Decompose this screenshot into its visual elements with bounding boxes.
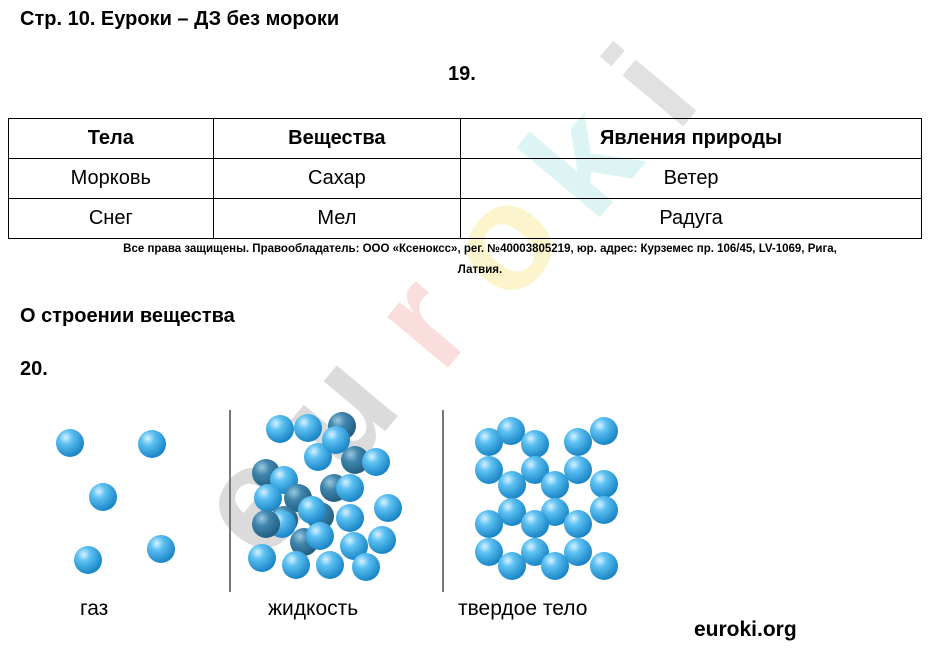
states-of-matter-diagram [56,410,618,592]
molecule [252,510,280,538]
molecule [497,417,525,445]
header-cell: Вещества [212,118,462,159]
molecule [564,538,592,566]
molecule [56,429,84,457]
molecule [74,546,102,574]
molecule [316,551,344,579]
molecule [340,532,368,560]
molecule [475,456,503,484]
molecule [298,496,326,524]
molecule [138,430,166,458]
copyright-line-2: Латвия. [457,264,503,276]
copyright-line-1: Все права защищены. Правообладатель: ООО… [123,243,837,255]
molecule [564,510,592,538]
task-19-number: 19. [448,63,476,85]
molecule [352,553,380,581]
molecule [362,448,390,476]
molecule [475,428,503,456]
molecule [521,510,549,538]
molecule [541,552,569,580]
molecule [322,426,350,454]
table-cell: Радуга [460,198,922,239]
page-title: Стр. 10. Еуроки – ДЗ без мороки [20,8,340,30]
footer-site: euroki.org [694,618,797,641]
molecule [475,538,503,566]
table-row: Морковь Сахар Ветер [8,158,922,199]
molecule [282,551,310,579]
molecule [590,470,618,498]
table-cell: Ветер [460,158,922,199]
molecule [498,498,526,526]
molecule [89,483,117,511]
molecule [374,494,402,522]
molecule [521,430,549,458]
molecule [475,510,503,538]
molecule [498,552,526,580]
molecule [521,456,549,484]
table-cell: Сахар [212,158,462,199]
header-cell: Тела [8,118,214,159]
task-20-number: 20. [20,358,48,380]
molecule [498,471,526,499]
molecule [336,504,364,532]
table-header-row: Тела Вещества Явления природы [8,118,922,159]
molecule [294,414,322,442]
molecule [564,428,592,456]
molecule [248,544,276,572]
table-cell: Мел [212,198,462,239]
molecule [368,526,396,554]
molecule [521,538,549,566]
molecule [304,443,332,471]
molecule [336,474,364,502]
molecule [266,415,294,443]
label-gas: газ [80,597,109,620]
molecule [341,446,369,474]
classification-table: Тела Вещества Явления природы Морковь Са… [8,118,922,239]
label-liquid: жидкость [268,597,359,620]
table-row: Снег Мел Радуга [8,198,922,239]
molecule [254,484,282,512]
molecule [306,522,334,550]
table-cell: Снег [8,198,214,239]
molecule [590,496,618,524]
molecule [564,456,592,484]
molecule [590,552,618,580]
header-cell: Явления природы [460,118,922,159]
section-title: О строении вещества [20,305,235,327]
molecule [147,535,175,563]
molecule [590,417,618,445]
table-cell: Морковь [8,158,214,199]
label-solid: твердое тело [458,597,588,620]
molecule [541,471,569,499]
